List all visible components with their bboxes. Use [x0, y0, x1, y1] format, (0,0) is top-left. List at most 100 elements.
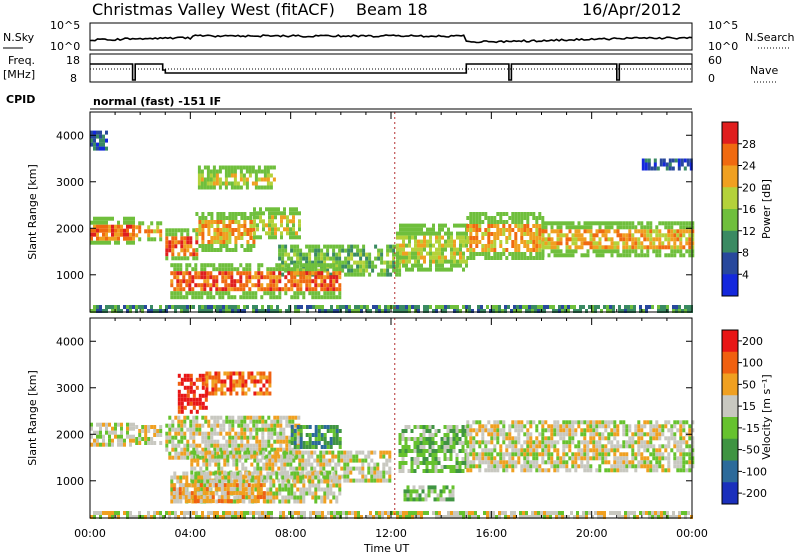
data-cell — [320, 283, 324, 288]
data-cell — [526, 256, 530, 260]
data-cell — [661, 464, 665, 469]
data-cell — [556, 448, 560, 453]
data-cell — [265, 458, 269, 463]
station-title: Christmas Valley West (fitACF) — [92, 0, 335, 19]
data-cell — [472, 228, 476, 232]
data-cell — [529, 252, 533, 256]
data-cell — [487, 236, 491, 240]
data-cell — [385, 470, 389, 475]
data-cell — [228, 236, 232, 240]
data-cell — [239, 279, 243, 284]
data-cell — [292, 219, 295, 224]
data-cell — [592, 241, 596, 246]
data-cell — [290, 283, 294, 288]
data-cell — [180, 309, 183, 313]
data-cell — [144, 425, 148, 429]
data-cell — [421, 497, 425, 502]
data-cell — [114, 240, 117, 245]
data-cell — [165, 236, 169, 241]
data-cell — [221, 295, 225, 300]
data-cell — [219, 431, 223, 436]
data-cell — [435, 309, 438, 313]
data-cell — [244, 450, 248, 455]
data-cell — [685, 452, 689, 457]
data-cell — [462, 251, 465, 256]
data-cell — [452, 433, 456, 437]
data-cell — [446, 429, 450, 433]
data-cell — [102, 134, 105, 139]
data-cell — [241, 371, 245, 376]
data-cell — [176, 271, 180, 276]
data-cell — [99, 142, 102, 147]
data-cell — [195, 423, 199, 428]
data-cell — [423, 309, 426, 313]
data-cell — [655, 245, 659, 250]
data-cell — [407, 469, 411, 473]
data-cell — [484, 440, 488, 445]
data-cell — [505, 448, 509, 453]
data-cell — [633, 305, 636, 309]
data-cell — [517, 424, 521, 429]
data-cell — [487, 224, 491, 228]
data-cell — [230, 295, 234, 300]
data-cell — [200, 475, 204, 480]
data-cell — [276, 435, 280, 440]
data-cell — [280, 223, 283, 228]
data-cell — [511, 436, 515, 441]
data-cell — [174, 435, 178, 440]
data-cell — [677, 158, 681, 163]
data-cell — [311, 491, 315, 496]
data-cell — [466, 248, 470, 252]
data-cell — [293, 263, 297, 268]
data-cell — [246, 248, 250, 252]
data-cell — [192, 381, 196, 386]
data-cell — [201, 224, 205, 228]
data-cell — [664, 436, 668, 441]
data-cell — [290, 475, 294, 480]
data-cell — [583, 456, 587, 461]
data-cell — [308, 275, 312, 280]
data-cell — [440, 469, 444, 473]
data-cell — [220, 491, 224, 496]
data-cell — [257, 169, 261, 174]
data-cell — [249, 435, 253, 440]
data-cell — [159, 221, 163, 226]
data-cell — [301, 458, 305, 463]
data-cell — [688, 448, 692, 453]
data-cell — [502, 228, 506, 232]
data-cell — [192, 419, 196, 424]
data-cell — [171, 419, 175, 424]
data-cell — [472, 456, 476, 461]
data-cell — [487, 240, 491, 244]
data-cell — [304, 450, 308, 455]
data-cell — [667, 452, 671, 457]
data-cell — [179, 271, 183, 276]
data-cell — [427, 485, 431, 490]
data-cell — [126, 511, 129, 515]
data-cell — [195, 385, 199, 390]
data-cell — [458, 469, 462, 473]
data-cell — [248, 263, 252, 268]
data-cell — [586, 464, 590, 469]
data-cell — [255, 431, 259, 436]
data-cell — [595, 241, 599, 246]
data-cell — [171, 252, 175, 257]
data-cell — [186, 256, 190, 261]
data-cell — [297, 309, 300, 313]
data-cell — [403, 489, 407, 494]
data-cell — [302, 425, 306, 429]
data-cell — [571, 452, 575, 457]
data-cell — [466, 424, 470, 429]
data-cell — [438, 263, 441, 268]
data-cell — [266, 169, 270, 174]
data-cell — [496, 236, 500, 240]
data-cell — [519, 309, 522, 313]
data-cell — [432, 243, 435, 248]
data-cell — [447, 259, 450, 264]
data-cell — [610, 444, 614, 449]
data-cell — [258, 415, 262, 420]
data-cell — [105, 220, 108, 225]
data-cell — [210, 305, 213, 309]
data-cell — [361, 462, 365, 467]
data-cell — [144, 515, 147, 519]
